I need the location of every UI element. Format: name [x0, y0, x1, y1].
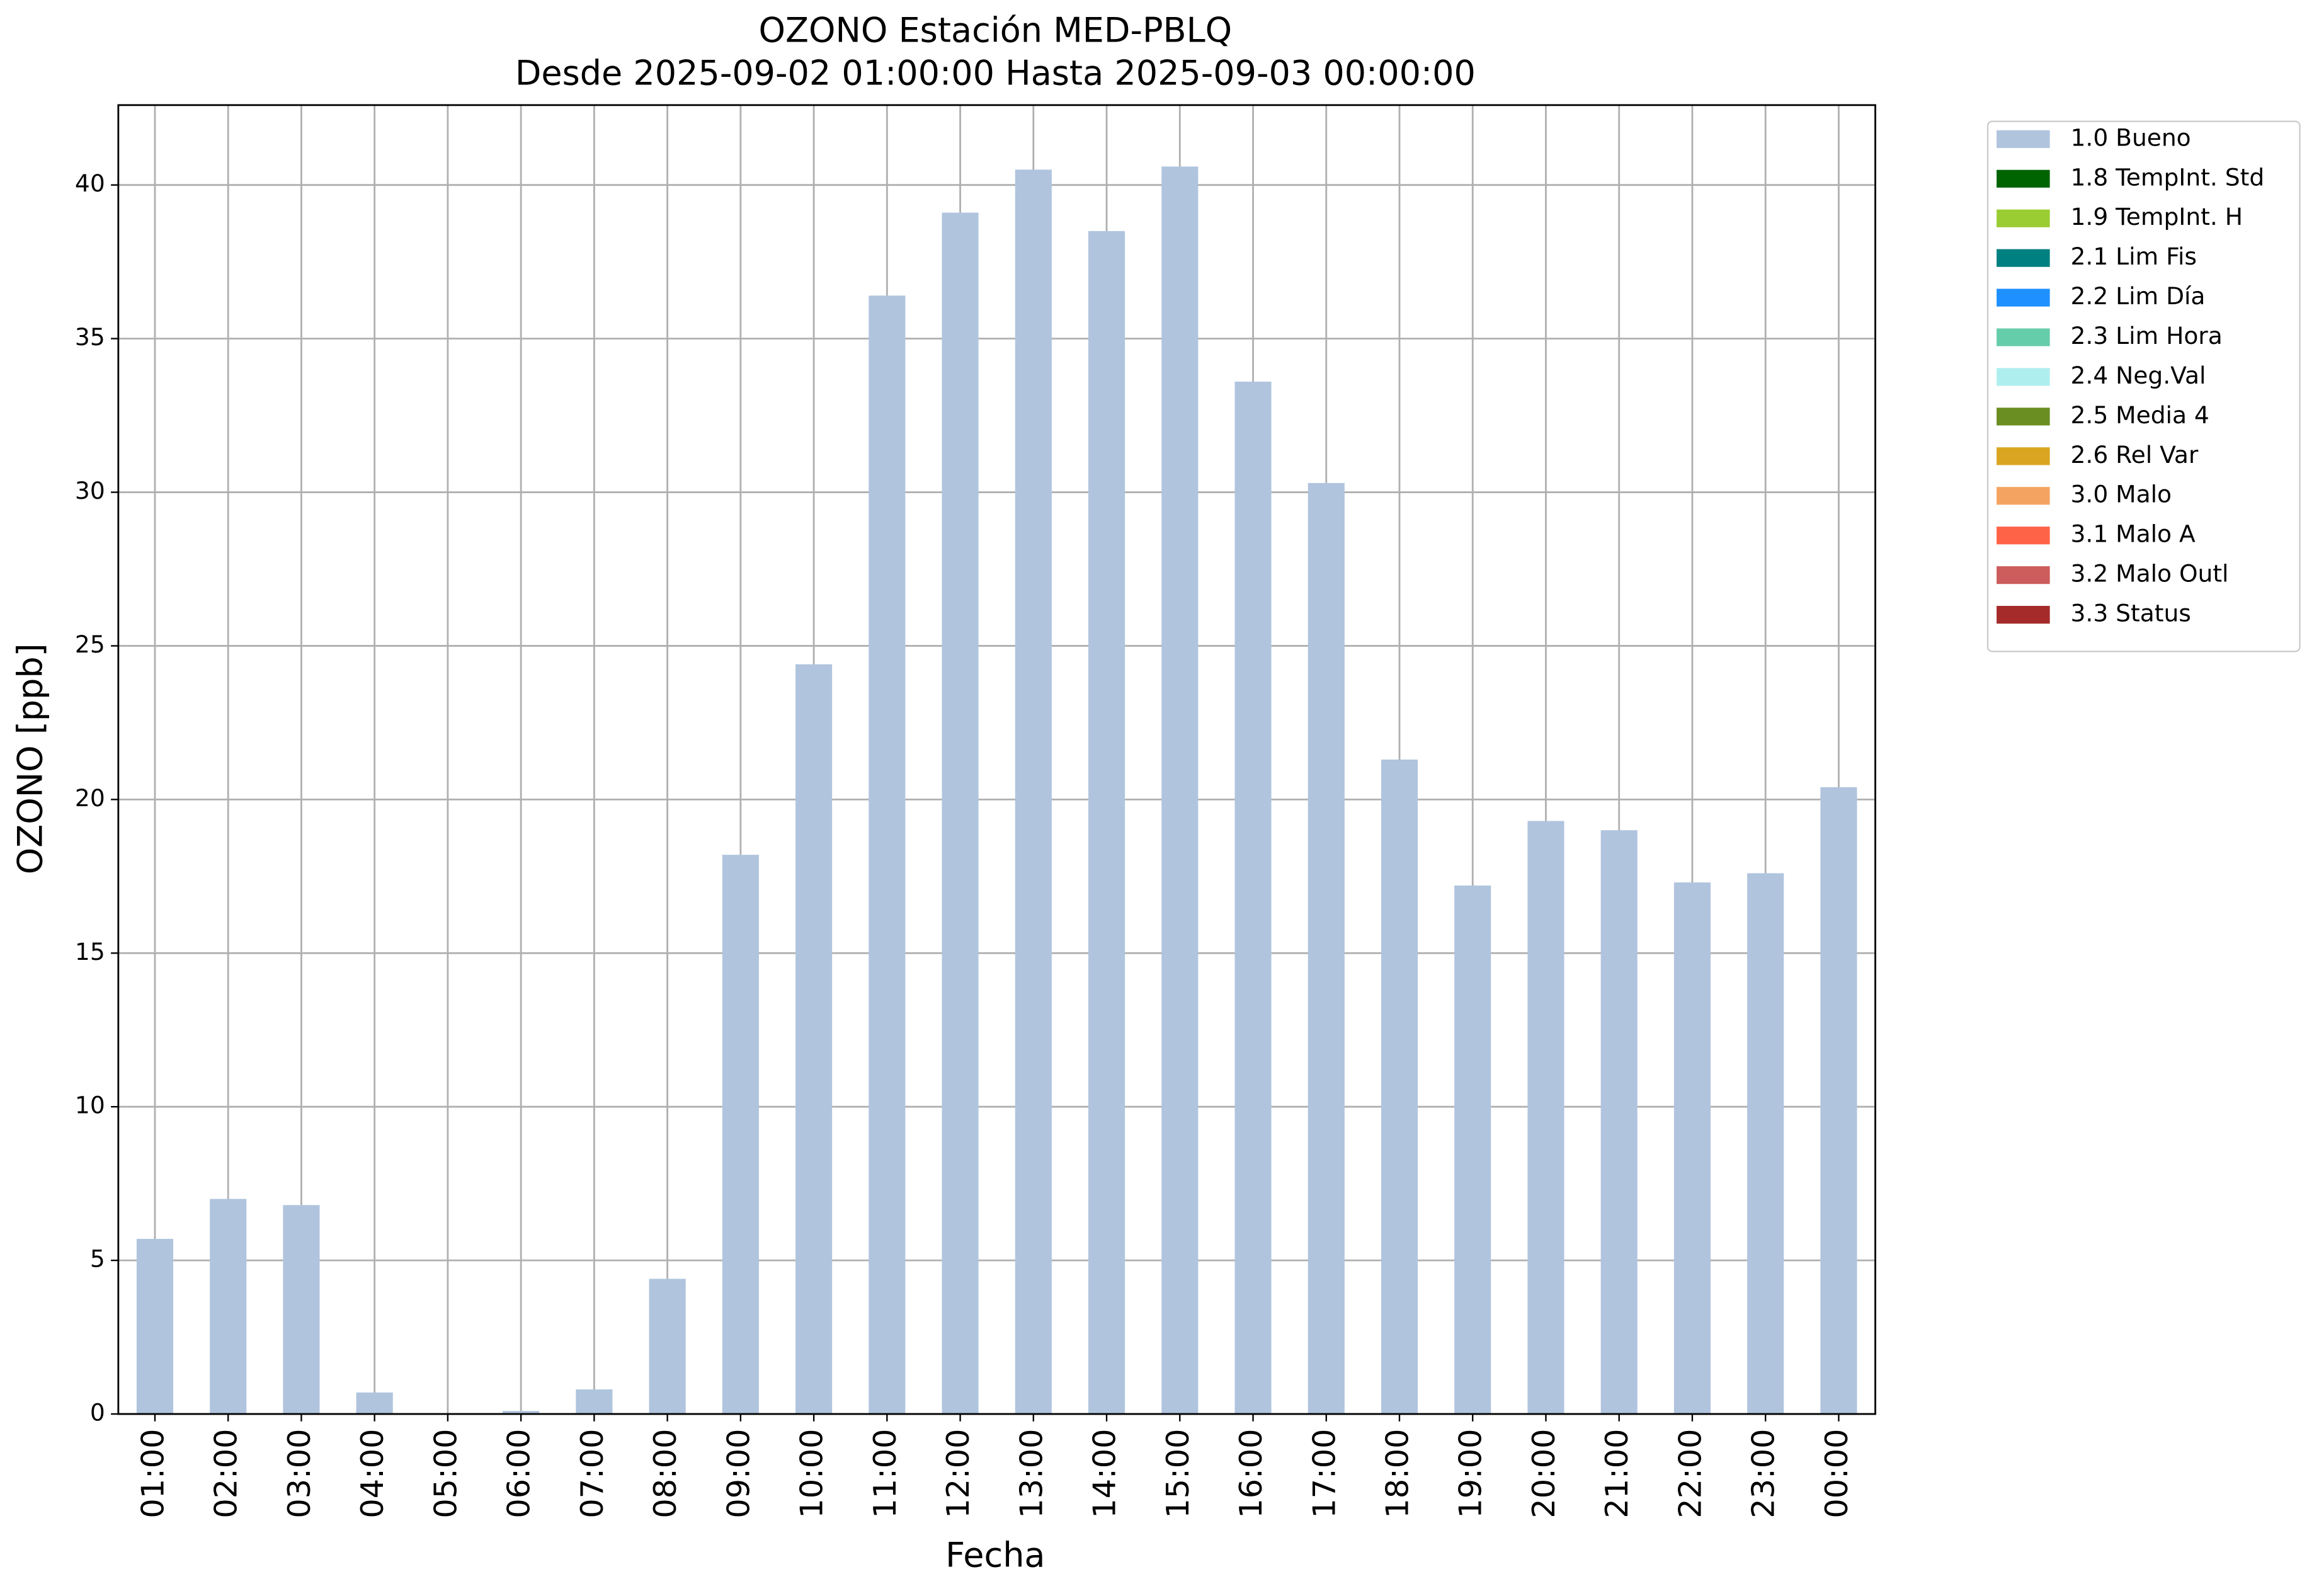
legend-swatch: [1997, 249, 2050, 267]
legend-label: 1.9 TempInt. H: [2071, 203, 2243, 231]
legend-swatch: [1997, 368, 2050, 386]
legend-label: 1.0 Bueno: [2071, 123, 2191, 151]
x-tick-label: 08:00: [647, 1429, 683, 1519]
legend-label: 2.1 Lim Fis: [2071, 242, 2197, 270]
chart-title: OZONO Estación MED-PBLQ: [759, 10, 1233, 50]
legend-label: 3.2 Malo Outl: [2071, 560, 2229, 588]
x-tick-label: 11:00: [867, 1429, 903, 1519]
x-tick-label: 16:00: [1233, 1429, 1269, 1519]
y-tick-label: 5: [90, 1245, 105, 1273]
x-tick-label: 04:00: [354, 1429, 390, 1519]
bar: [1747, 873, 1784, 1415]
bar: [649, 1279, 686, 1415]
bar: [1381, 759, 1418, 1415]
bar: [1088, 231, 1125, 1415]
bar: [722, 855, 759, 1415]
x-tick-label: 05:00: [427, 1429, 464, 1519]
bar: [503, 1411, 540, 1415]
x-tick-label: 02:00: [208, 1429, 244, 1519]
legend-label: 2.2 Lim Día: [2071, 282, 2206, 310]
x-tick-label: 10:00: [794, 1429, 830, 1519]
legend-swatch: [1997, 408, 2050, 426]
bar: [1308, 482, 1345, 1415]
x-tick-label: 17:00: [1306, 1429, 1342, 1519]
bar: [1015, 169, 1052, 1415]
y-tick-label: 25: [75, 630, 105, 658]
legend-label: 3.3 Status: [2071, 600, 2191, 627]
x-tick-label: 18:00: [1379, 1429, 1415, 1519]
x-tick-label: 19:00: [1452, 1429, 1489, 1519]
legend-box: [1986, 120, 2301, 653]
x-tick-label: 23:00: [1745, 1429, 1782, 1519]
bar: [795, 664, 833, 1415]
legend-swatch: [1997, 605, 2050, 624]
x-tick-label: 20:00: [1525, 1429, 1562, 1519]
bar: [1161, 166, 1199, 1415]
y-tick-label: 10: [75, 1092, 105, 1119]
legend-swatch: [1997, 447, 2050, 465]
chart-subtitle: Desde 2025-09-02 01:00:00 Hasta 2025-09-…: [515, 54, 1476, 93]
x-tick-label: 00:00: [1818, 1429, 1855, 1519]
bar: [356, 1392, 393, 1415]
x-tick-label: 01:00: [134, 1429, 171, 1519]
y-tick-label: 0: [90, 1399, 105, 1427]
legend-swatch: [1997, 566, 2050, 584]
bar: [1234, 381, 1272, 1415]
x-tick-label: 07:00: [574, 1429, 610, 1519]
y-tick-label: 40: [75, 169, 105, 197]
bar: [283, 1205, 320, 1415]
x-tick-label: 15:00: [1160, 1429, 1196, 1519]
legend-label: 2.4 Neg.Val: [2071, 362, 2206, 389]
legend-label: 3.1 Malo A: [2071, 520, 2196, 548]
legend-swatch: [1997, 288, 2050, 307]
bar: [210, 1199, 247, 1415]
bar: [1820, 787, 1857, 1415]
bar: [576, 1389, 613, 1415]
y-tick-label: 20: [75, 784, 105, 812]
x-tick-label: 09:00: [720, 1429, 756, 1519]
bar: [1527, 821, 1564, 1415]
legend-label: 1.8 TempInt. Std: [2071, 163, 2265, 191]
legend-label: 2.6 Rel Var: [2071, 441, 2199, 469]
x-tick-label: 13:00: [1013, 1429, 1049, 1519]
x-tick-label: 21:00: [1598, 1429, 1635, 1519]
legend-swatch: [1997, 328, 2050, 346]
legend-label: 2.3 Lim Hora: [2071, 322, 2223, 350]
y-tick-label: 30: [75, 477, 105, 504]
bar: [136, 1238, 174, 1415]
x-tick-label: 12:00: [940, 1429, 976, 1519]
legend-label: 3.0 Malo: [2071, 481, 2172, 508]
y-tick-label: 15: [75, 938, 105, 966]
x-tick-label: 06:00: [501, 1429, 537, 1519]
bar: [1600, 830, 1638, 1415]
x-tick-label: 14:00: [1086, 1429, 1123, 1519]
y-tick-label: 35: [75, 323, 105, 351]
legend-swatch: [1997, 169, 2050, 188]
x-tick-label: 03:00: [281, 1429, 317, 1519]
bar: [1673, 882, 1711, 1415]
legend-label: 2.5 Media 4: [2071, 401, 2209, 429]
legend-swatch: [1997, 209, 2050, 227]
bar: [1454, 885, 1491, 1415]
bar: [942, 212, 979, 1415]
legend-swatch: [1997, 527, 2050, 545]
plot-frame: [117, 104, 1876, 1415]
legend-swatch: [1997, 487, 2050, 505]
x-axis-label: Fecha: [945, 1535, 1045, 1575]
x-tick-label: 22:00: [1672, 1429, 1708, 1519]
legend-swatch: [1997, 130, 2050, 148]
bar: [869, 295, 906, 1415]
y-axis-label: OZONO [ppb]: [10, 643, 50, 874]
